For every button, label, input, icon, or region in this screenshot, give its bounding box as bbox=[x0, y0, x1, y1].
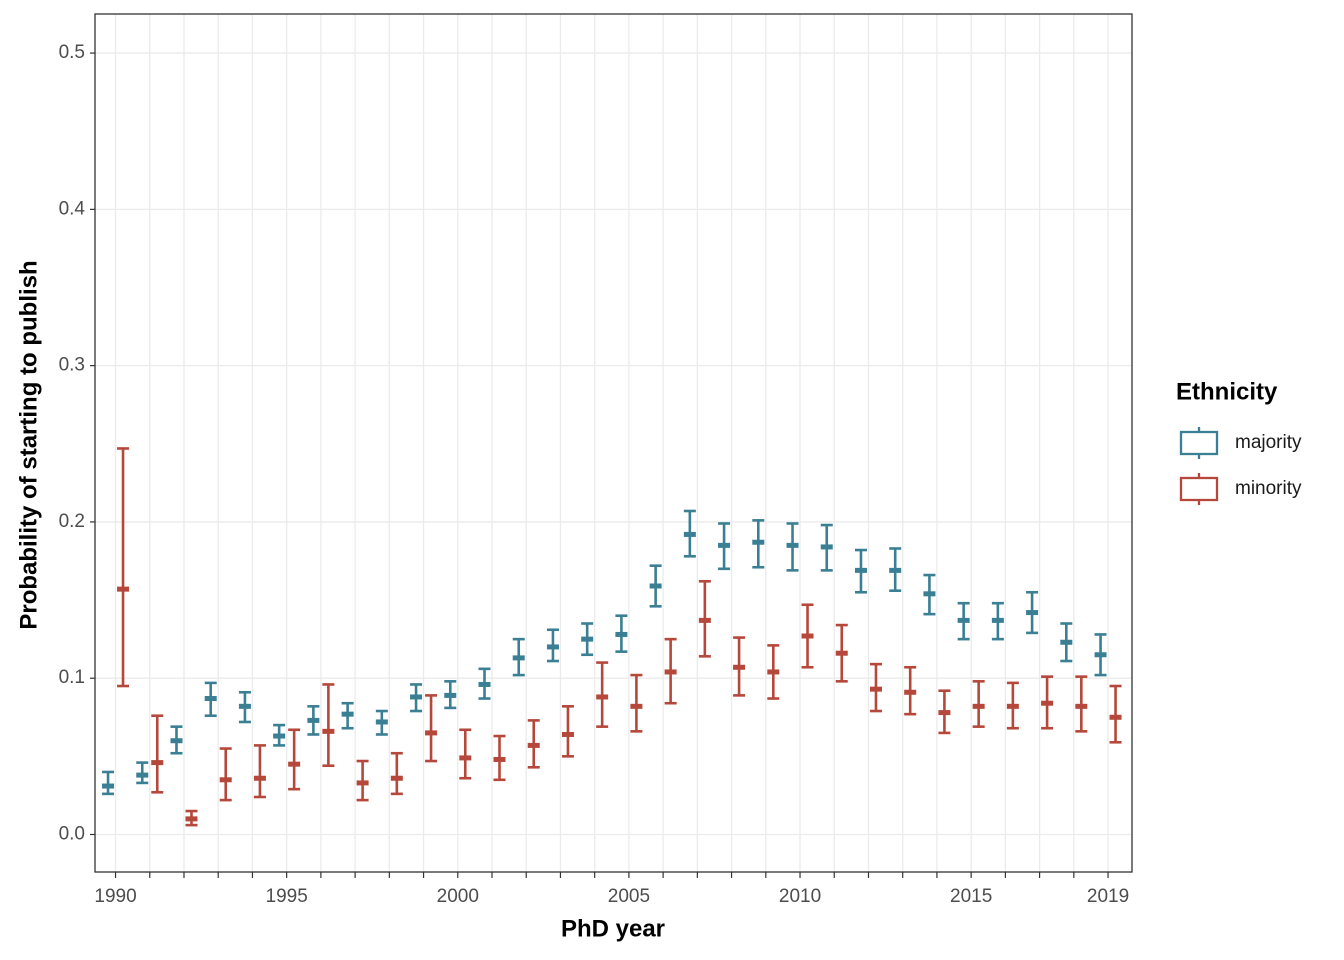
error-bar bbox=[425, 694, 438, 763]
estimate bbox=[820, 544, 833, 550]
estimate bbox=[698, 617, 711, 623]
estimate bbox=[341, 711, 354, 717]
estimate bbox=[1060, 639, 1073, 645]
estimate bbox=[238, 703, 251, 709]
estimate bbox=[904, 689, 917, 695]
legend-box bbox=[1179, 430, 1219, 456]
estimate bbox=[1041, 700, 1054, 706]
error-bar bbox=[322, 683, 335, 768]
estimate bbox=[683, 531, 696, 537]
x-tick-label: 2005 bbox=[608, 886, 650, 907]
estimate bbox=[493, 756, 506, 762]
estimate bbox=[478, 681, 491, 687]
estimate bbox=[938, 710, 951, 716]
estimate bbox=[410, 694, 423, 700]
estimate bbox=[664, 669, 677, 675]
error-bar bbox=[253, 744, 266, 799]
estimate bbox=[581, 636, 594, 642]
estimate bbox=[546, 644, 559, 650]
estimate bbox=[185, 816, 198, 822]
error-bar bbox=[390, 751, 403, 796]
error-bar bbox=[219, 747, 232, 802]
estimate bbox=[854, 567, 867, 573]
estimate bbox=[356, 780, 369, 786]
estimate bbox=[835, 650, 848, 656]
grid bbox=[95, 14, 1132, 872]
estimate bbox=[1094, 652, 1107, 658]
error-bar bbox=[288, 728, 301, 791]
estimate bbox=[1075, 703, 1088, 709]
estimate bbox=[957, 617, 970, 623]
estimate bbox=[615, 631, 628, 637]
estimate bbox=[869, 686, 882, 692]
error-bar bbox=[151, 714, 164, 794]
estimate bbox=[459, 755, 472, 761]
estimate bbox=[752, 539, 765, 545]
estimate bbox=[322, 728, 335, 734]
estimate bbox=[767, 669, 780, 675]
error-bar bbox=[117, 447, 130, 688]
x-tick-label: 2015 bbox=[950, 886, 992, 907]
estimate bbox=[375, 719, 388, 725]
x-tick-label: 2000 bbox=[437, 886, 479, 907]
legend-label: minority bbox=[1235, 478, 1302, 499]
error-bar bbox=[102, 770, 115, 796]
estimate bbox=[444, 692, 457, 698]
estimate bbox=[136, 772, 149, 778]
error-bar bbox=[1109, 684, 1122, 744]
estimate bbox=[512, 655, 525, 661]
x-tick-label: 2019 bbox=[1087, 886, 1129, 907]
y-tick-label: 0.0 bbox=[59, 824, 85, 845]
estimate bbox=[117, 586, 130, 592]
y-tick-label: 0.1 bbox=[59, 667, 85, 688]
estimate bbox=[204, 696, 217, 702]
legend-key bbox=[1179, 473, 1219, 505]
y-tick-label: 0.3 bbox=[59, 355, 85, 376]
estimate bbox=[596, 694, 609, 700]
estimate bbox=[288, 761, 301, 767]
y-tick-label: 0.4 bbox=[59, 198, 86, 219]
estimate bbox=[219, 777, 232, 783]
estimate bbox=[733, 664, 746, 670]
x-tick-label: 2010 bbox=[779, 886, 821, 907]
estimate bbox=[718, 542, 731, 548]
x-tick-label: 1990 bbox=[94, 886, 136, 907]
error-bar bbox=[561, 705, 574, 758]
legend-label: majority bbox=[1235, 432, 1302, 453]
estimate bbox=[1109, 714, 1122, 720]
legend-title: Ethnicity bbox=[1176, 378, 1278, 405]
x-tick-label: 1995 bbox=[266, 886, 308, 907]
y-tick-label: 0.2 bbox=[59, 511, 85, 532]
estimate bbox=[102, 783, 115, 789]
estimate bbox=[170, 738, 183, 744]
estimate bbox=[786, 542, 799, 548]
estimate bbox=[972, 703, 985, 709]
estimate bbox=[889, 567, 902, 573]
estimate bbox=[991, 617, 1004, 623]
estimate bbox=[923, 591, 936, 597]
estimate bbox=[527, 742, 540, 748]
estimate bbox=[561, 731, 574, 737]
estimate bbox=[273, 733, 286, 739]
estimate bbox=[253, 775, 266, 781]
legend-box bbox=[1179, 476, 1219, 502]
estimate bbox=[630, 703, 643, 709]
x-axis-title: PhD year bbox=[561, 915, 665, 942]
error-bar bbox=[459, 728, 472, 780]
estimate bbox=[390, 775, 403, 781]
estimate bbox=[307, 717, 320, 723]
estimate bbox=[151, 760, 164, 766]
y-tick-label: 0.5 bbox=[59, 42, 85, 63]
estimate bbox=[649, 583, 662, 589]
y-axis-title: Probability of starting to publish bbox=[15, 260, 42, 629]
estimate bbox=[801, 633, 814, 639]
error-bar bbox=[630, 673, 643, 733]
plot-border bbox=[94, 13, 1133, 873]
estimate bbox=[1006, 703, 1019, 709]
legend-key bbox=[1179, 427, 1219, 459]
estimate bbox=[425, 730, 438, 736]
estimate bbox=[1026, 610, 1039, 616]
